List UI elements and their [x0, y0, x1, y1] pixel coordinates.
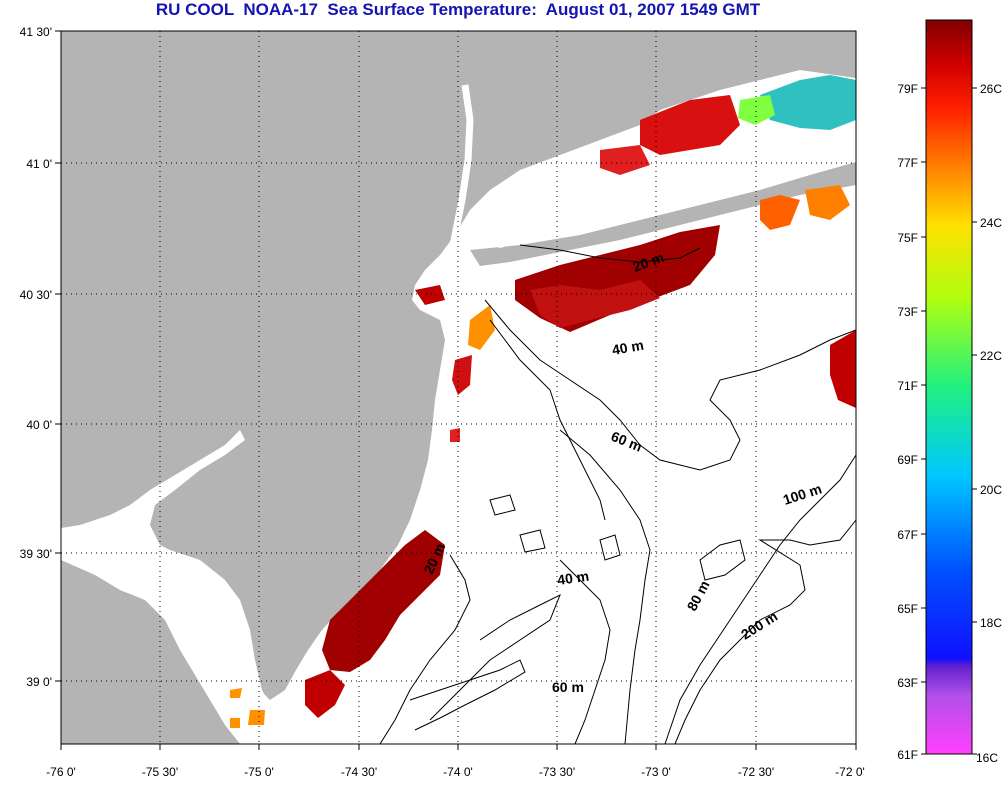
colorbar-f-label: 69F	[897, 453, 918, 467]
colorbar-c-label: 26C	[980, 82, 1002, 96]
lon-tick-label: -73 0'	[641, 765, 671, 779]
lon-tick-label: -76 0'	[46, 765, 76, 779]
long-island-sound	[480, 128, 856, 248]
colorbar-f-label: 71F	[897, 379, 918, 393]
colorbar-f-label: 63F	[897, 676, 918, 690]
lat-tick-label: 39 30'	[20, 547, 52, 561]
colorbar-ticks	[921, 87, 977, 755]
depth-label-40m-south: 40 m	[556, 568, 590, 588]
colorbar-c-label: 22C	[980, 349, 1002, 363]
colorbar-c-label: 24C	[980, 216, 1002, 230]
land-mainland	[61, 31, 856, 700]
lat-tick-label: 39 0'	[26, 675, 52, 689]
land-delaware	[61, 560, 240, 744]
lon-tick-label: -72 0'	[835, 765, 865, 779]
depth-label-60m-south: 60 m	[552, 679, 584, 695]
hudson-river	[446, 84, 474, 261]
lon-tick-label: -72 30'	[738, 765, 774, 779]
colorbar-f-label: 61F	[897, 748, 918, 762]
colorbar-f-label: 65F	[897, 602, 918, 616]
lon-tick-label: -74 30'	[341, 765, 377, 779]
delaware-bay	[150, 560, 270, 720]
lon-tick-label: -75 0'	[244, 765, 274, 779]
colorbar	[925, 19, 973, 755]
lat-tick-label: 41 0'	[26, 157, 52, 171]
sst-patches	[230, 75, 856, 728]
depth-label-40m-north: 40 m	[611, 337, 645, 358]
colorbar-f-label: 67F	[897, 528, 918, 542]
lat-tick-label: 41 30'	[20, 25, 52, 39]
colorbar-f-label: 79F	[897, 82, 918, 96]
colorbar-c-label: 18C	[980, 616, 1002, 630]
colorbar-f-label: 77F	[897, 156, 918, 170]
colorbar-f-label: 75F	[897, 231, 918, 245]
colorbar-c-label: 16C	[976, 751, 998, 765]
lat-tick-label: 40 0'	[26, 418, 52, 432]
colorbar-f-label: 73F	[897, 305, 918, 319]
tick-marks	[55, 30, 857, 750]
lon-tick-label: -75 30'	[142, 765, 178, 779]
land-long-island	[470, 162, 856, 266]
lon-tick-label: -73 30'	[539, 765, 575, 779]
lat-tick-label: 40 30'	[20, 288, 52, 302]
bathymetry-contours	[379, 244, 856, 744]
colorbar-c-label: 20C	[980, 483, 1002, 497]
page-title: RU COOL NOAA-17 Sea Surface Temperature:…	[155, 0, 761, 19]
lon-tick-label: -74 0'	[443, 765, 473, 779]
